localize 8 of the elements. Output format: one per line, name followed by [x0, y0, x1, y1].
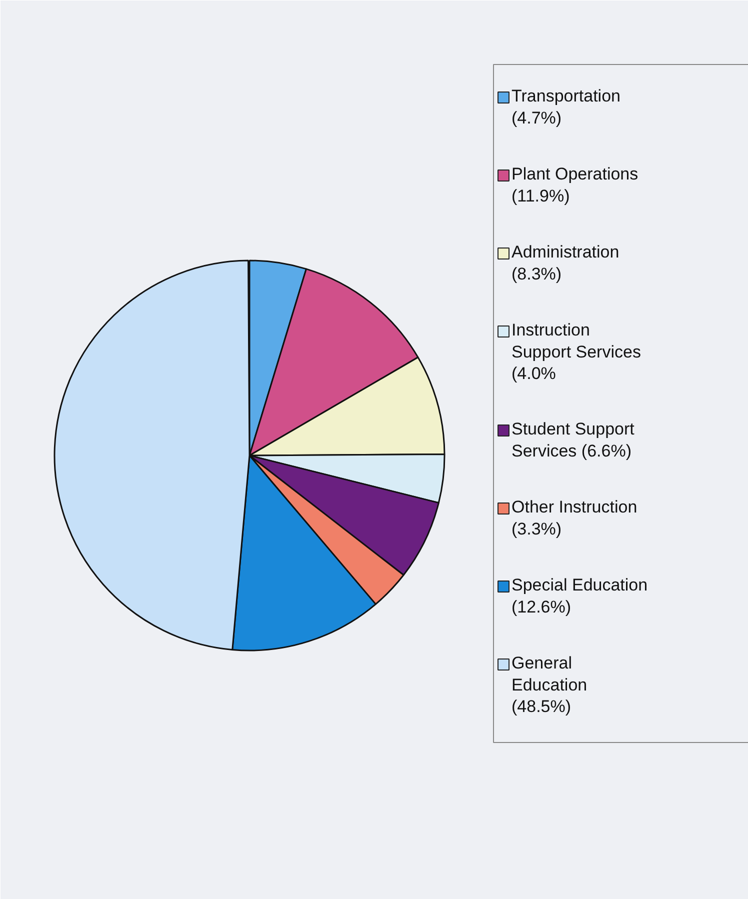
legend-label: Plant Operations (11.9%) [512, 164, 638, 206]
legend-label: Special Education (12.6%) [512, 576, 648, 616]
legend-label: Other Instruction (3.3%) [512, 498, 638, 538]
legend-label: Administration (8.3%) [512, 242, 620, 284]
legend-label: Transportation (4.7%) [512, 86, 620, 128]
legend-label: Instruction Support Services (4.0% [512, 320, 641, 384]
legend-label: General Education (48.5%) [512, 654, 588, 716]
legend-label: Student Support Services (6.6%) [512, 420, 635, 460]
